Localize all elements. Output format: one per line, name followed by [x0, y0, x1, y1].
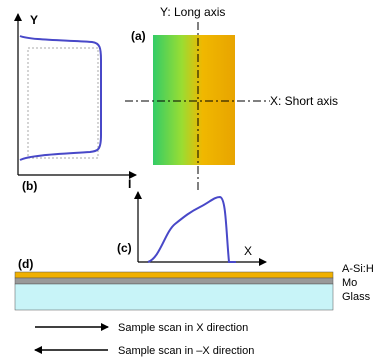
panel-d: (d) A-Si:H Mo Glass — [15, 257, 374, 310]
panel-c: I X (c) — [117, 177, 266, 262]
layer-asi — [15, 272, 333, 278]
figure: Y (b) Y: Long axis X: Short axis (a) I X… — [0, 0, 385, 363]
axis-label: X — [244, 244, 252, 258]
axis-label: Y: Long axis — [160, 5, 225, 19]
intensity-curve — [148, 197, 236, 262]
outline — [28, 48, 98, 158]
axis-label: X: Short axis — [270, 94, 338, 108]
beam-image — [153, 35, 235, 165]
layer-glass — [15, 284, 333, 310]
panel-b: Y (b) — [18, 13, 136, 193]
axis-label: I — [128, 177, 131, 191]
layer-mo — [15, 278, 333, 284]
layer-label: A-Si:H — [342, 263, 374, 275]
panel-label: (c) — [117, 241, 132, 255]
panel-label: (a) — [131, 29, 146, 43]
axis-label: Y — [30, 13, 38, 27]
legend: Sample scan in X direction Sample scan i… — [35, 322, 254, 357]
layer-label: Mo — [342, 277, 357, 289]
layer-label: Glass — [342, 291, 371, 303]
legend-text: Sample scan in X direction — [118, 322, 248, 334]
panel-label: (b) — [22, 179, 37, 193]
profile-curve — [20, 36, 101, 160]
panel-label: (d) — [18, 257, 33, 271]
legend-text: Sample scan in –X direction — [118, 345, 254, 357]
panel-a: Y: Long axis X: Short axis (a) — [125, 5, 338, 190]
